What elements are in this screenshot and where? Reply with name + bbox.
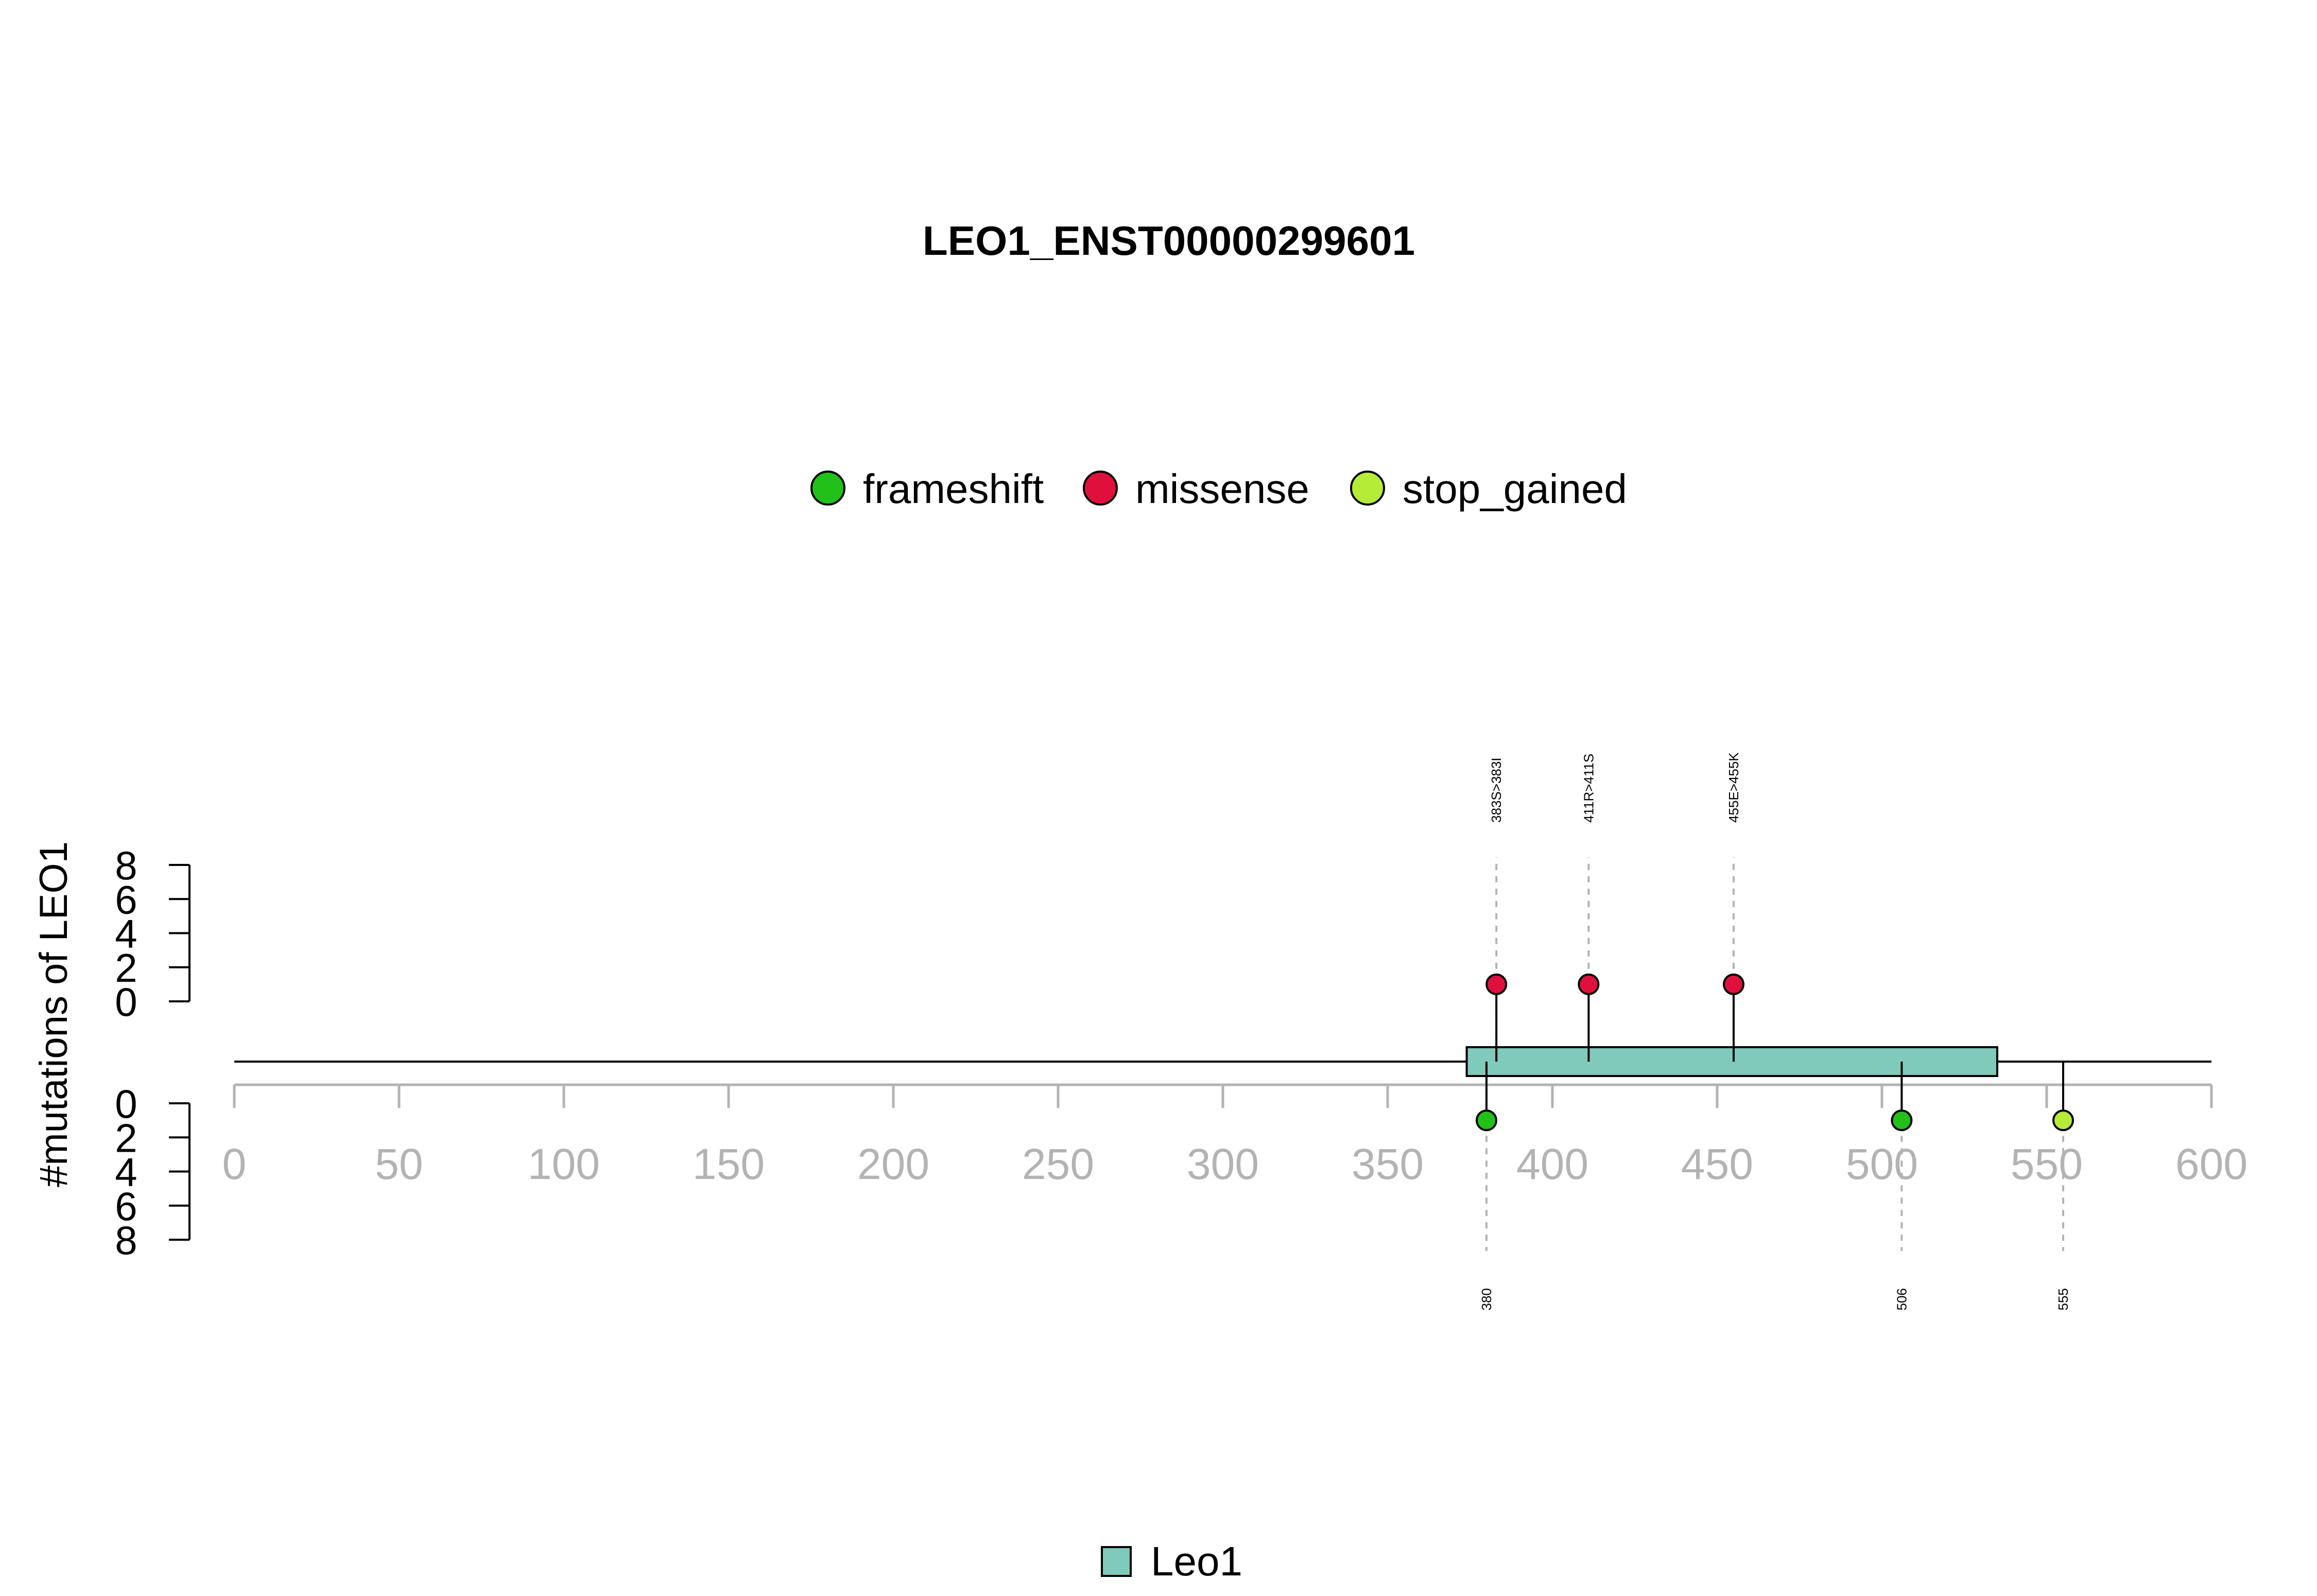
y-tick-label-bottom-4: 4 bbox=[115, 1150, 137, 1195]
mutation-point-top-455 bbox=[1723, 973, 1744, 995]
mutations-bottom: 380 506 555 bbox=[1476, 1062, 2074, 1310]
legend-label-stop_gained: stop_gained bbox=[1403, 466, 1627, 512]
legend-marker-stop_gained bbox=[1350, 471, 1385, 506]
x-tick-label-100: 100 bbox=[528, 1140, 600, 1188]
x-axis: 0 50 100 150 200 250 300 350 400 450 500 550 600 bbox=[222, 1083, 2247, 1188]
x-tick-label-150: 150 bbox=[693, 1140, 765, 1188]
y-tick-label-top-8: 8 bbox=[115, 843, 137, 888]
x-tick-label-450: 450 bbox=[1681, 1140, 1753, 1188]
x-tick-label-200: 200 bbox=[857, 1140, 929, 1188]
domain-Leo1 bbox=[1465, 1046, 1999, 1077]
domain-legend-swatch-Leo1 bbox=[1101, 1546, 1132, 1577]
mutation-label-bottom-506: 506 bbox=[1894, 1288, 1909, 1310]
legend-label-missense: missense bbox=[1135, 466, 1309, 512]
y-tick-label-bottom-6: 6 bbox=[115, 1184, 137, 1229]
x-tick-label-400: 400 bbox=[1516, 1140, 1588, 1188]
x-tick-label-600: 600 bbox=[2175, 1140, 2247, 1188]
mutation-label-bottom-380: 380 bbox=[1479, 1288, 1494, 1310]
y-tick-label-bottom-2: 2 bbox=[115, 1115, 137, 1160]
legend-marker-missense bbox=[1083, 471, 1118, 506]
domains bbox=[1465, 1046, 1999, 1077]
chart-title: LEO1_ENST00000299601 bbox=[923, 218, 1415, 264]
x-tick-label-50: 50 bbox=[375, 1140, 423, 1188]
x-tick-label-350: 350 bbox=[1352, 1140, 1424, 1188]
mutation-label-bottom-555: 555 bbox=[2055, 1288, 2071, 1310]
y-tick-label-top-6: 6 bbox=[115, 877, 137, 922]
legend: frameshift missense stop_gained bbox=[810, 466, 1627, 512]
y-tick-label-top-2: 2 bbox=[115, 945, 137, 991]
mutation-point-top-383 bbox=[1485, 973, 1508, 995]
mutation-label-top-411: 411R>411S bbox=[1581, 754, 1596, 823]
mutation-label-top-455: 455E>455K bbox=[1726, 752, 1741, 823]
x-tick-label-300: 300 bbox=[1187, 1140, 1259, 1188]
x-tick-label-250: 250 bbox=[1022, 1140, 1094, 1188]
x-tick-label-550: 550 bbox=[2011, 1140, 2083, 1188]
x-tick-label-0: 0 bbox=[222, 1140, 247, 1188]
mutations-top: 383S>383I 411R>411S 455E>455K bbox=[1485, 752, 1744, 1062]
y-tick-label-bottom-0: 0 bbox=[115, 1081, 137, 1126]
domain-legend: Leo1 bbox=[1101, 1538, 1242, 1584]
domain-legend-label-Leo1: Leo1 bbox=[1151, 1538, 1242, 1584]
mutation-point-bottom-555 bbox=[2052, 1109, 2074, 1132]
mutation-label-top-383: 383S>383I bbox=[1489, 757, 1504, 823]
y-tick-label-top-0: 0 bbox=[115, 979, 137, 1025]
legend-marker-frameshift bbox=[810, 471, 845, 506]
y-tick-label-top-4: 4 bbox=[115, 911, 137, 957]
y-axis-label: #mutations of LEO1 bbox=[32, 841, 76, 1187]
x-tick-label-500: 500 bbox=[1846, 1140, 1918, 1188]
mutation-point-top-411 bbox=[1578, 973, 1600, 995]
legend-label-frameshift: frameshift bbox=[863, 466, 1044, 512]
mutation-point-bottom-380 bbox=[1476, 1109, 1497, 1132]
y-tick-label-bottom-8: 8 bbox=[115, 1218, 137, 1263]
mutation-point-bottom-506 bbox=[1891, 1109, 1913, 1132]
